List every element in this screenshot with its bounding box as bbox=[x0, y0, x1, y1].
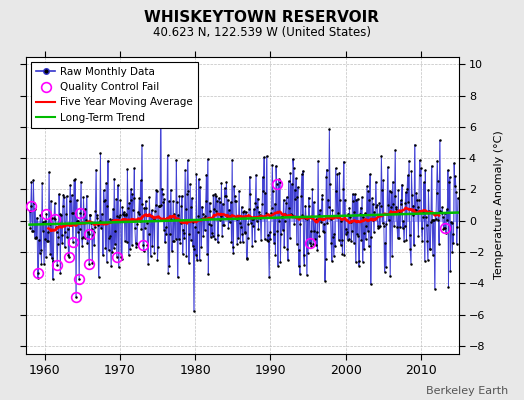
Text: WHISKEYTOWN RESERVOIR: WHISKEYTOWN RESERVOIR bbox=[145, 10, 379, 25]
Text: 40.623 N, 122.539 W (United States): 40.623 N, 122.539 W (United States) bbox=[153, 26, 371, 39]
Legend: Raw Monthly Data, Quality Control Fail, Five Year Moving Average, Long-Term Tren: Raw Monthly Data, Quality Control Fail, … bbox=[31, 62, 198, 128]
Text: Berkeley Earth: Berkeley Earth bbox=[426, 386, 508, 396]
Y-axis label: Temperature Anomaly (°C): Temperature Anomaly (°C) bbox=[494, 131, 504, 280]
